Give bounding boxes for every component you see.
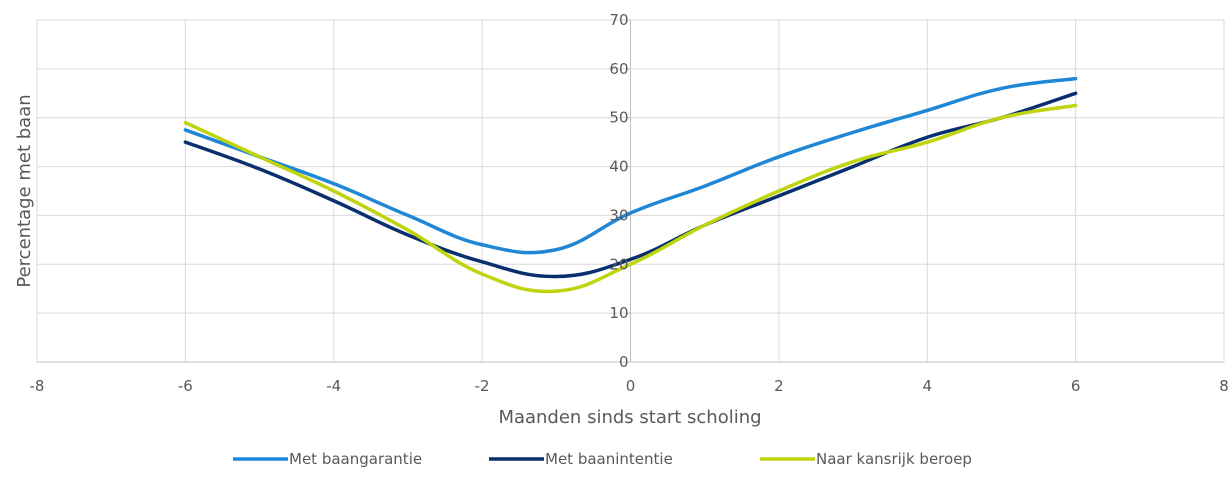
legend-label: Met baanintentie	[545, 450, 673, 468]
series-line-1	[183, 76, 1078, 255]
x-tick-label: -8	[30, 377, 45, 395]
x-tick-label: -6	[178, 377, 193, 395]
y-tick-label: 40	[609, 158, 628, 176]
y-tick-label: 50	[609, 109, 628, 127]
y-tick-label: 0	[619, 353, 629, 371]
series-line-3	[183, 103, 1078, 294]
x-tick-label: 0	[626, 377, 636, 395]
y-tick-label: 60	[609, 60, 628, 78]
y-tick-label: 10	[609, 304, 628, 322]
x-tick-label: 6	[1071, 377, 1081, 395]
y-tick-label: 70	[609, 11, 628, 29]
legend: Met baangarantie Met baanintentie Naar kan…	[233, 450, 972, 468]
y-tick-label: 30	[609, 206, 628, 224]
legend-item: Met baangarantie	[233, 450, 422, 468]
x-tick-label: 8	[1219, 377, 1229, 395]
legend-label: Met baangarantie	[289, 450, 422, 468]
x-tick-label: 4	[922, 377, 932, 395]
axes	[37, 19, 1224, 363]
legend-item: Naar kansrijk beroep	[760, 450, 972, 468]
legend-item: Met baanintentie	[489, 450, 673, 468]
y-axis-title: Percentage met baan	[14, 94, 35, 287]
x-tick-label: 2	[774, 377, 784, 395]
tick-labels: 0 10 20 30 40 50 60 70 -8 -6 -4 -2 0 2 4 6 8	[30, 11, 1229, 395]
x-axis-title: Maanden sinds start scholing	[498, 407, 761, 428]
series-line-2	[183, 91, 1078, 279]
y-tick-label: 20	[609, 255, 628, 273]
legend-label: Naar kansrijk beroep	[816, 450, 972, 468]
x-tick-label: -2	[475, 377, 490, 395]
series-group	[183, 76, 1078, 294]
x-tick-label: -4	[326, 377, 341, 395]
